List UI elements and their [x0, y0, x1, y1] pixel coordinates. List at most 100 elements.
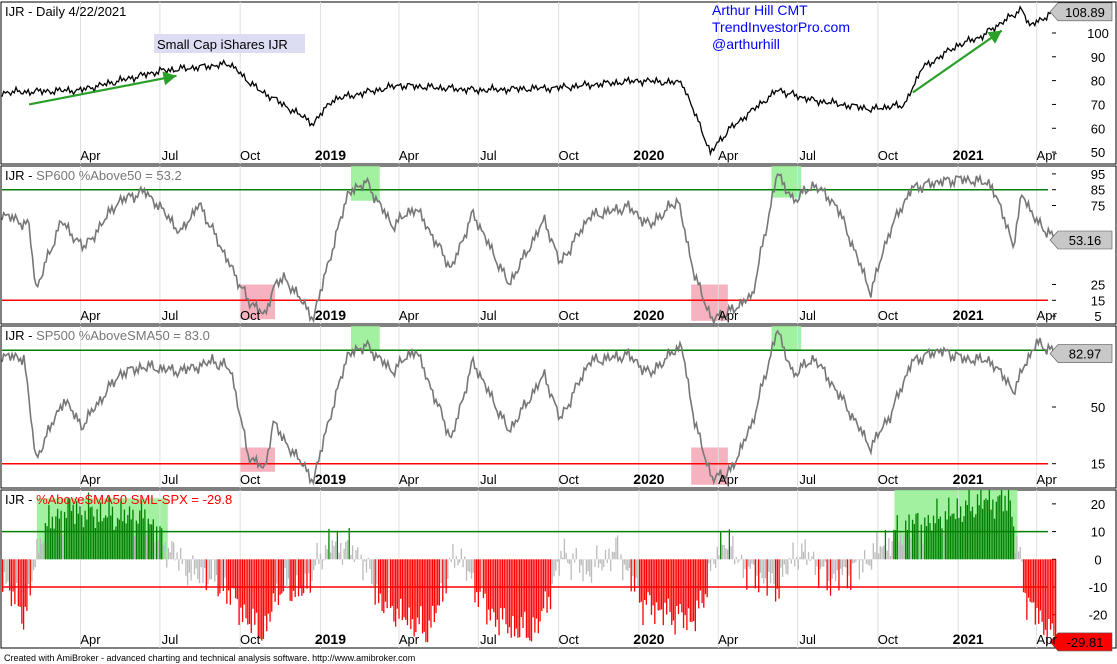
bar-mark — [247, 559, 249, 625]
trend-arrow-head — [162, 71, 177, 86]
bar-mark — [580, 559, 582, 566]
bar-mark — [207, 559, 209, 585]
bar-mark — [274, 559, 276, 602]
bar-mark — [202, 559, 204, 583]
bar-mark — [17, 559, 20, 607]
bar-mark — [990, 509, 992, 560]
bar-mark — [1002, 511, 1004, 560]
y-tick-label: 90 — [1091, 50, 1105, 65]
bar-mark — [425, 559, 427, 642]
panel-title: IJR - Daily 4/22/2021 — [5, 4, 126, 19]
bar-mark — [568, 559, 571, 564]
bar-mark — [843, 559, 845, 567]
bar-mark — [920, 524, 922, 560]
bar-mark — [1000, 490, 1003, 560]
x-tick-label: Jul — [480, 472, 497, 487]
bar-mark — [1036, 559, 1038, 608]
bar-mark — [988, 490, 990, 560]
bar-mark — [452, 543, 454, 560]
bar-mark — [36, 539, 38, 560]
bar-mark — [1021, 559, 1023, 562]
bar-mark — [440, 559, 442, 584]
bar-mark — [1006, 510, 1008, 560]
bar-mark — [493, 559, 495, 613]
bar-mark — [348, 527, 350, 560]
trend-arrow-line — [912, 29, 1003, 94]
bar-mark — [311, 559, 313, 581]
bar-mark — [140, 500, 143, 560]
bar-mark — [811, 556, 813, 560]
bar-mark — [1022, 559, 1025, 593]
trend-arrow-head — [987, 30, 1002, 44]
bar-mark — [195, 559, 197, 569]
bar-mark — [331, 540, 333, 560]
bar-mark — [460, 548, 463, 560]
bar-mark — [1011, 516, 1013, 560]
bar-mark — [503, 559, 505, 609]
y-tick-label: 50 — [1091, 400, 1105, 415]
bar-mark — [587, 559, 589, 572]
bar-mark — [735, 557, 737, 560]
bar-mark — [498, 559, 500, 636]
bar-mark — [667, 559, 670, 599]
bar-mark — [255, 559, 258, 613]
bar-mark — [257, 559, 259, 639]
last-value-badge — [1049, 344, 1113, 363]
bar-mark — [1026, 559, 1028, 620]
bar-mark — [101, 521, 103, 560]
bar-mark — [284, 559, 286, 569]
annotation-box — [154, 34, 305, 53]
bar-mark — [219, 559, 221, 594]
bar-mark — [622, 559, 624, 581]
bar-mark — [122, 521, 124, 560]
bar-mark — [943, 532, 945, 560]
bar-mark — [262, 559, 265, 639]
bar-mark — [948, 497, 950, 560]
bar-mark — [795, 557, 798, 560]
bar-mark — [676, 559, 678, 606]
bar-mark — [307, 559, 310, 574]
bar-mark — [604, 549, 607, 560]
x-tick-label: Oct — [558, 472, 579, 487]
y-tick-label: -20 — [1089, 608, 1108, 623]
y-tick-label: 10 — [1091, 525, 1105, 540]
bar-mark — [209, 559, 211, 580]
bar-mark — [870, 559, 873, 570]
bar-mark — [362, 559, 364, 581]
bar-mark — [343, 548, 345, 560]
bar-mark — [127, 515, 129, 560]
bar-mark — [746, 559, 748, 590]
bar-mark — [869, 559, 871, 566]
bar-mark — [1014, 552, 1016, 560]
bar-mark — [500, 559, 502, 609]
bar-mark — [215, 559, 218, 575]
last-value-badge — [1049, 632, 1113, 652]
bar-mark — [674, 559, 676, 635]
bar-mark — [570, 559, 572, 580]
bar-mark — [91, 506, 93, 560]
bar-mark — [319, 553, 322, 560]
bar-mark — [723, 545, 725, 560]
bar-mark — [818, 559, 820, 589]
y-tick-label: 5 — [1094, 309, 1101, 324]
bar-mark — [60, 510, 62, 560]
bar-mark — [264, 559, 266, 616]
bar-mark — [993, 518, 996, 560]
bar-mark — [756, 559, 758, 576]
bar-mark — [364, 559, 366, 562]
bar-mark — [806, 559, 808, 566]
bar-mark — [48, 504, 50, 560]
x-tick-label: 2019 — [315, 471, 346, 487]
bar-mark — [742, 559, 744, 578]
bar-mark — [628, 559, 631, 568]
bar-mark — [778, 559, 780, 599]
bar-mark — [367, 557, 369, 560]
x-tick-label: Apr — [1037, 148, 1058, 163]
bar-mark — [519, 559, 521, 638]
bar-mark — [447, 559, 449, 579]
bar-mark — [980, 490, 982, 560]
bar-mark — [838, 559, 840, 591]
bar-mark — [908, 514, 910, 560]
bar-mark — [389, 559, 392, 608]
bar-mark — [437, 559, 439, 606]
